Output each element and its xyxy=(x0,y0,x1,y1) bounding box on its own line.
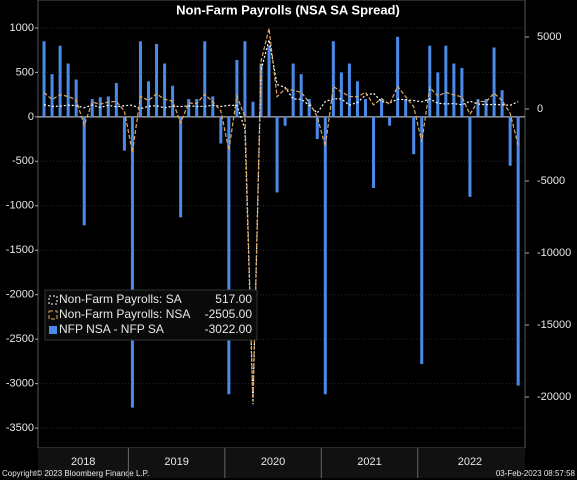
legend: Non-Farm Payrolls: SA 517.00 Non-Farm Payr… xyxy=(44,289,258,341)
bar xyxy=(275,116,279,193)
bar xyxy=(219,116,223,144)
bar xyxy=(74,79,78,117)
x-tick-label: 2019 xyxy=(164,456,188,468)
bar xyxy=(122,116,126,151)
bar xyxy=(331,41,335,117)
bar xyxy=(492,47,496,117)
bar xyxy=(460,67,464,117)
bar xyxy=(267,45,271,117)
bar xyxy=(372,116,376,188)
x-tick-label: 2018 xyxy=(71,456,95,468)
bar xyxy=(259,63,263,117)
legend-value: 517.00 xyxy=(215,292,252,306)
bar xyxy=(82,116,86,226)
y2-tick-label: -15000 xyxy=(537,319,571,331)
y-tick-label: 500 xyxy=(16,66,34,78)
y-tick-label: 1000 xyxy=(10,22,34,34)
bar xyxy=(138,41,142,117)
bar xyxy=(227,116,231,395)
footer-right: 03-Feb-2023 08:57:58 xyxy=(496,469,576,478)
bar xyxy=(452,63,456,117)
bar xyxy=(347,63,351,117)
y2-tick-label: -10000 xyxy=(537,247,571,259)
bar xyxy=(388,116,392,126)
y2-tick-label: -5000 xyxy=(537,175,565,187)
legend-box xyxy=(44,289,258,341)
bar xyxy=(323,116,327,395)
legend-swatch xyxy=(49,326,57,334)
bar xyxy=(283,116,287,126)
bar xyxy=(307,99,311,117)
legend-label: Non-Farm Payrolls: NSA xyxy=(59,307,190,321)
x-tick-label: 2022 xyxy=(458,456,482,468)
y-tick-label: 0 xyxy=(28,111,34,123)
chart-title: Non-Farm Payrolls (NSA SA Spread) xyxy=(176,2,400,17)
y-tick-label: -2000 xyxy=(6,289,34,301)
bar xyxy=(187,99,191,117)
bar xyxy=(146,81,150,117)
y-tick-label: -500 xyxy=(12,155,34,167)
legend-label: Non-Farm Payrolls: SA xyxy=(59,292,182,306)
bar xyxy=(380,99,384,117)
bar xyxy=(516,116,520,386)
bar xyxy=(42,41,46,117)
bar xyxy=(355,81,359,117)
bar xyxy=(251,101,255,117)
bar xyxy=(203,41,207,117)
bar xyxy=(396,36,400,117)
bar xyxy=(130,116,134,408)
bar xyxy=(58,45,62,117)
bar xyxy=(508,116,512,166)
plot-area xyxy=(37,0,526,449)
y-tick-label: -2500 xyxy=(6,333,34,345)
bar xyxy=(299,74,303,117)
line xyxy=(43,28,519,402)
x-axis-band xyxy=(38,448,525,478)
bar xyxy=(315,116,319,140)
bar xyxy=(179,116,183,218)
bar xyxy=(476,99,480,117)
bar xyxy=(444,45,448,117)
legend-value: -3022.00 xyxy=(205,322,253,336)
y2-tick-label: -20000 xyxy=(537,391,571,403)
legend-label: NFP NSA - NFP SA xyxy=(59,322,164,336)
bar xyxy=(106,96,110,117)
y2-tick-label: 5000 xyxy=(537,31,561,43)
bar xyxy=(404,99,408,117)
line xyxy=(43,39,519,405)
x-tick-label: 2020 xyxy=(261,456,285,468)
bar xyxy=(436,72,440,117)
bar xyxy=(163,63,167,117)
bar xyxy=(412,116,416,155)
bar xyxy=(468,116,472,197)
bar xyxy=(50,74,54,117)
legend-swatch xyxy=(48,310,58,320)
x-tick-label: 2021 xyxy=(357,456,381,468)
bar xyxy=(339,72,343,117)
bar xyxy=(363,99,367,117)
y-tick-label: -3000 xyxy=(6,378,34,390)
bar xyxy=(243,41,247,117)
bar xyxy=(66,63,70,117)
y2-tick-label: 0 xyxy=(537,103,543,115)
y-tick-label: -1000 xyxy=(6,200,34,212)
legend-swatch xyxy=(48,295,58,305)
bar xyxy=(114,83,118,117)
bar xyxy=(428,45,432,117)
bar xyxy=(235,59,239,117)
bar xyxy=(211,96,215,117)
y-tick-label: -3500 xyxy=(6,422,34,434)
bar xyxy=(90,99,94,117)
footer-left: Copyright© 2023 Bloomberg Finance L.P. xyxy=(2,469,149,478)
bar xyxy=(195,99,199,117)
bar xyxy=(500,90,504,117)
bar xyxy=(484,99,488,117)
bar xyxy=(420,116,424,365)
y-tick-label: -1500 xyxy=(6,244,34,256)
bar xyxy=(155,43,159,117)
legend-value: -2505.00 xyxy=(205,307,253,321)
